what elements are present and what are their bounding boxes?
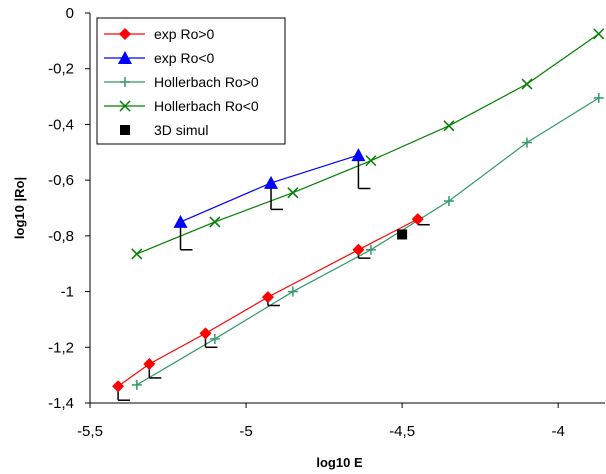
data-point xyxy=(593,28,605,40)
legend-marker xyxy=(120,77,130,87)
y-tick-label: 0 xyxy=(66,5,74,22)
x-axis-label: log10 E xyxy=(316,455,363,470)
legend-marker xyxy=(118,51,132,64)
data-point xyxy=(351,148,366,162)
x-tick-label: -4,5 xyxy=(389,423,415,440)
series-line xyxy=(117,218,419,387)
x-axis-ticks: -5,5 -5 -4,5 -4 xyxy=(77,403,565,440)
data-point xyxy=(131,248,143,260)
legend-item: 3D simul xyxy=(120,122,208,138)
legend-label: exp Ro<0 xyxy=(154,50,215,66)
series-4 xyxy=(397,229,408,240)
data-point xyxy=(199,327,212,340)
legend-label: Hollerbach Ro<0 xyxy=(154,98,259,114)
data-point xyxy=(365,244,376,255)
axes xyxy=(89,13,605,404)
legend-label: Hollerbach Ro>0 xyxy=(154,74,259,90)
data-point xyxy=(365,155,377,167)
legend-label: 3D simul xyxy=(154,122,208,138)
legend-item: exp Ro>0 xyxy=(104,26,215,42)
data-point xyxy=(264,175,279,189)
series-2 xyxy=(131,92,604,390)
data-point xyxy=(287,187,299,199)
y-tick-label: -0,6 xyxy=(48,172,74,189)
y-tick-label: -0,4 xyxy=(48,116,74,133)
legend-item: Hollerbach Ro>0 xyxy=(104,74,259,90)
x-tick-label: -5,5 xyxy=(77,423,103,440)
data-point xyxy=(397,229,408,240)
y-tick-label: -0,2 xyxy=(48,61,74,78)
data-point xyxy=(411,213,424,226)
legend-item: Hollerbach Ro<0 xyxy=(104,98,259,114)
x-tick-label: -4 xyxy=(552,423,565,440)
data-point xyxy=(261,291,274,304)
data-point xyxy=(443,120,455,132)
legend: exp Ro>0 exp Ro<0 Hollerbach Ro>0 Hollerbac… xyxy=(96,17,286,145)
data-point xyxy=(593,92,604,103)
series-layer xyxy=(112,28,605,401)
y-axis-label: log10 |Ro| xyxy=(12,177,27,239)
data-point xyxy=(352,243,365,256)
legend-marker xyxy=(120,125,130,135)
data-point xyxy=(287,286,298,297)
legend-box xyxy=(96,17,286,145)
y-axis-ticks: 0 -0,2 -0,4 -0,6 -0,8 -1 -1,2 -1,4 xyxy=(48,5,90,412)
data-point xyxy=(521,78,533,90)
legend-marker xyxy=(119,28,131,40)
data-point xyxy=(443,196,454,207)
legend-item: exp Ro<0 xyxy=(104,50,215,66)
data-point xyxy=(131,379,142,390)
data-point xyxy=(173,214,188,228)
y-tick-label: -1,4 xyxy=(48,395,74,412)
series-0 xyxy=(112,213,430,401)
legend-label: exp Ro>0 xyxy=(154,26,215,42)
data-point xyxy=(209,216,221,228)
y-tick-label: -0,8 xyxy=(48,228,74,245)
y-tick-label: -1 xyxy=(61,284,74,301)
data-point xyxy=(209,333,220,344)
data-point xyxy=(112,380,125,393)
x-tick-label: -5 xyxy=(239,423,252,440)
series-1 xyxy=(173,148,371,251)
data-point xyxy=(521,137,532,148)
series-3 xyxy=(131,28,605,260)
data-point xyxy=(143,358,156,370)
legend-marker xyxy=(119,100,131,112)
y-tick-label: -1,2 xyxy=(48,339,74,356)
